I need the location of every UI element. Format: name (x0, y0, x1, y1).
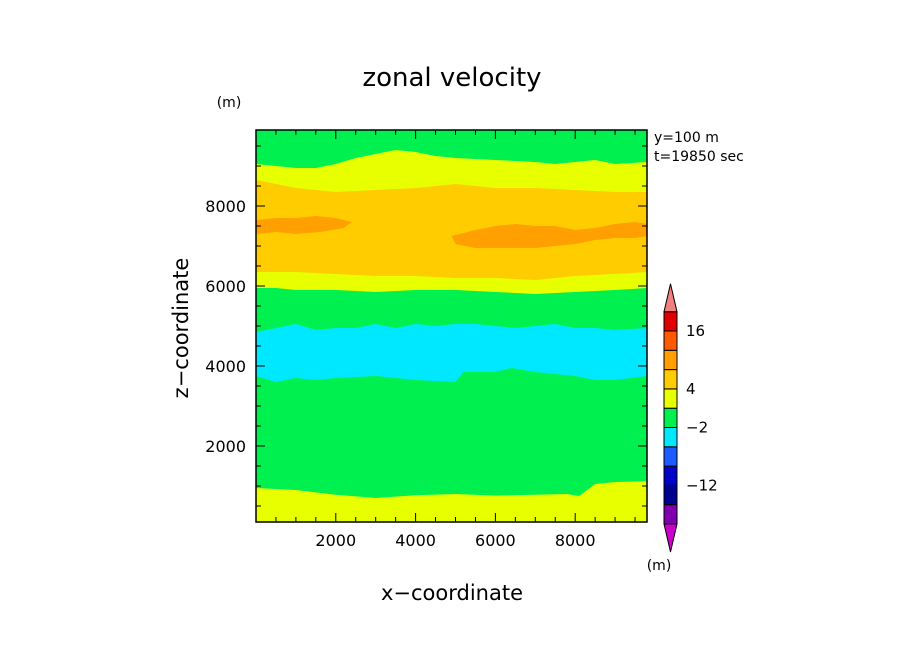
contour-band (256, 481, 647, 522)
colorbar-band (663, 484, 678, 506)
x-tick-label: 6000 (475, 531, 516, 550)
colorbar: 16 4 −2 −12 (663, 283, 718, 553)
colorbar-tick-label: −12 (686, 476, 718, 494)
colorbar-band (663, 369, 678, 390)
y-tick-label: 6000 (205, 277, 246, 296)
x-tick-label: 8000 (555, 531, 596, 550)
x-axis-label: x−coordinate (381, 581, 523, 605)
contour-band (256, 368, 647, 522)
y-tick-label: 8000 (205, 197, 246, 216)
colorbar-band (663, 311, 678, 332)
colorbar-tick-label: 16 (686, 322, 705, 340)
colorbar-band (663, 504, 678, 525)
annotation-time: t=19850 sec (654, 149, 744, 165)
colorbar-band (663, 465, 678, 486)
axes: 2000 4000 6000 8000 2000 4000 6000 8000 (205, 129, 648, 550)
colorbar-tick-label: 4 (686, 380, 696, 398)
colorbar-band (663, 446, 678, 467)
colorbar-tick-label: −2 (686, 419, 708, 437)
colorbar-band (663, 349, 678, 371)
contour-patch (451, 222, 647, 248)
colorbar-band (663, 388, 678, 409)
contour-patch (256, 216, 352, 234)
contour-plot-area (256, 130, 647, 522)
y-tick-label: 2000 (205, 437, 246, 456)
colorbar-band (663, 330, 678, 351)
colorbar-unit: (m) (647, 558, 672, 574)
annotation-y-slice: y=100 m (654, 130, 719, 146)
x-tick-label: 2000 (315, 531, 356, 550)
chart-title: zonal velocity (362, 63, 541, 93)
y-tick-label: 4000 (205, 357, 246, 376)
colorbar-band (663, 407, 678, 429)
colorbar-band (663, 427, 678, 448)
colorbar-max-arrow (663, 283, 678, 313)
y-axis-label: z−coordinate (169, 258, 193, 399)
x-tick-label: 4000 (395, 531, 436, 550)
colorbar-min-arrow (663, 523, 678, 553)
y-axis-unit: (m) (217, 95, 242, 111)
